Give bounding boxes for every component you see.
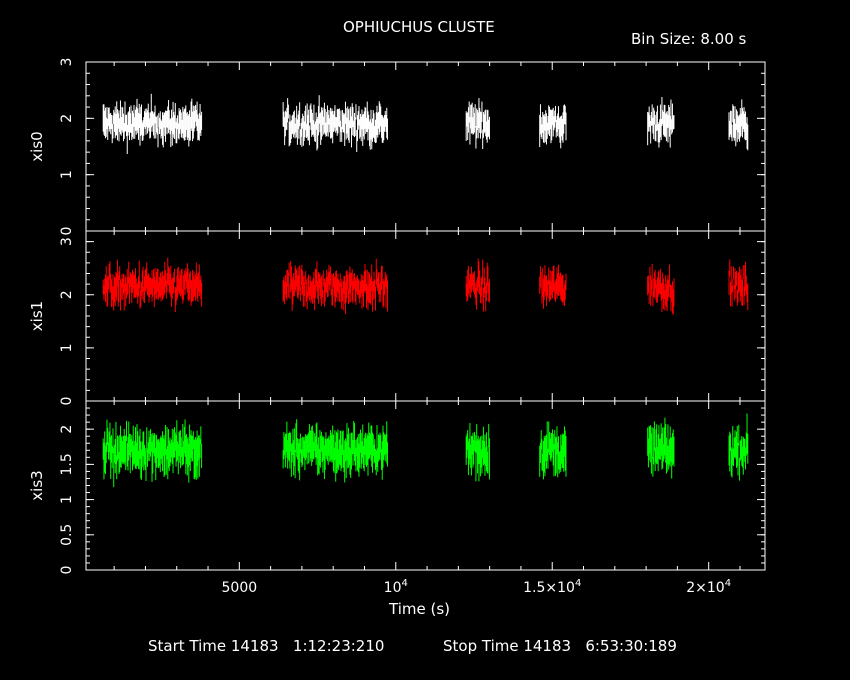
y-axis-label-xis3: xis3 — [28, 470, 46, 500]
y-tick-label-xis1: 1 — [59, 343, 75, 352]
x-tick-label: 104 — [384, 578, 408, 596]
y-axis-label-xis1: xis1 — [28, 301, 46, 331]
panel-frame-xis0 — [85, 61, 766, 232]
y-tick-label-xis3: 0 — [59, 566, 75, 575]
stop-time-label: Stop Time 14183 6:53:30:189 — [443, 637, 677, 655]
bin-size-label: Bin Size: 8.00 s — [631, 30, 747, 48]
x-tick-label: 5000 — [222, 580, 258, 596]
y-tick-label-xis3: 1.5 — [59, 453, 75, 475]
chart-title: OPHIUCHUS CLUSTE — [343, 18, 495, 36]
y-tick-label-xis0: 3 — [59, 58, 75, 67]
y-tick-label-xis1: 3 — [59, 237, 75, 246]
y-axis-label-xis0: xis0 — [28, 131, 46, 161]
y-tick-label-xis0: 0 — [59, 227, 75, 236]
y-tick-label-xis3: 1 — [59, 495, 75, 504]
y-tick-label-xis1: 0 — [59, 397, 75, 406]
x-tick-label: 1.5×104 — [523, 578, 581, 596]
y-tick-label-xis0: 1 — [59, 170, 75, 179]
y-tick-label-xis3: 2 — [59, 425, 75, 434]
x-axis-label: Time (s) — [389, 600, 450, 618]
panel-frame-xis3 — [85, 400, 766, 571]
x-tick-label: 2×104 — [686, 578, 731, 596]
y-tick-label-xis0: 2 — [59, 114, 75, 123]
panel-frame-xis1 — [85, 230, 766, 402]
start-time-label: Start Time 14183 1:12:23:210 — [148, 637, 385, 655]
y-tick-label-xis3: 0.5 — [59, 524, 75, 546]
y-tick-label-xis1: 2 — [59, 290, 75, 299]
